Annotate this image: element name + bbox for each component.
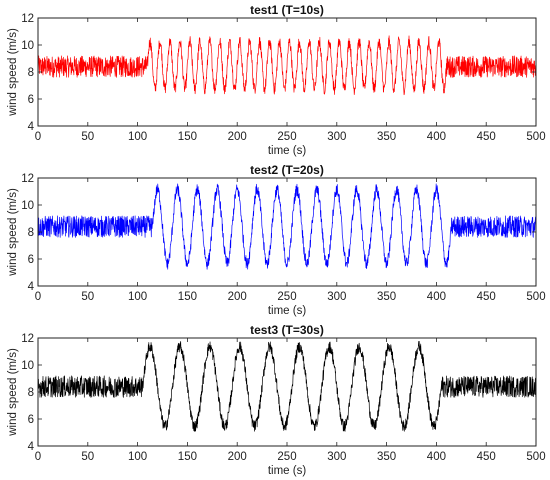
chart-title: test1 (T=10s) [250,3,324,17]
x-axis-label: time (s) [268,145,307,157]
y-tick-label: 8 [28,227,34,239]
x-tick-label: 200 [228,291,247,303]
y-tick-label: 6 [28,254,34,266]
y-tick-label: 6 [28,94,34,106]
x-tick-label: 400 [427,451,446,463]
y-axis-label: wind speed (m/s) [7,348,19,437]
x-tick-label: 500 [526,131,545,143]
y-axis-label: wind speed (m/s) [7,188,19,277]
x-tick-label: 150 [178,131,197,143]
x-tick-label: 50 [81,291,94,303]
y-tick-label: 4 [28,441,35,453]
x-tick-label: 350 [377,291,396,303]
x-tick-label: 300 [327,451,346,463]
x-tick-label: 450 [477,291,496,303]
y-tick-label: 12 [21,173,34,185]
x-tick-label: 500 [526,291,545,303]
chart-panel-1: 0 50 100 150 200 250 300 350 400 450 500 4 6 8 10 12 tes… [7,3,546,157]
chart-title: test3 (T=30s) [250,323,324,337]
y-tick-label: 8 [28,67,34,79]
series-line [37,340,537,432]
x-tick-label: 150 [178,291,197,303]
x-tick-label: 200 [228,131,247,143]
x-axis-label: time (s) [268,465,307,477]
x-tick-label: 250 [277,131,296,143]
series-line [37,183,537,270]
y-tick-label: 10 [21,360,34,372]
x-tick-label: 400 [427,291,446,303]
x-tick-label: 350 [377,131,396,143]
y-tick-label: 4 [28,121,35,133]
x-tick-label: 0 [35,451,41,463]
x-tick-label: 100 [128,451,147,463]
x-axis-label: time (s) [268,305,307,317]
chart-title: test2 (T=20s) [250,163,324,177]
x-tick-label: 100 [128,291,147,303]
series-line [37,35,537,96]
x-tick-label: 450 [477,131,496,143]
x-tick-label: 250 [277,291,296,303]
y-tick-label: 4 [28,281,35,293]
x-tick-label: 100 [128,131,147,143]
y-tick-label: 6 [28,414,34,426]
x-tick-label: 300 [327,291,346,303]
x-tick-label: 0 [35,291,41,303]
x-tick-label: 50 [81,131,94,143]
chart-panel-2: 0 50 100 150 200 250 300 350 400 450 500 4 6 8 10 12 tes… [7,163,546,317]
x-tick-label: 300 [327,131,346,143]
x-tick-label: 500 [526,451,545,463]
chart-panel-3: 0 50 100 150 200 250 300 350 400 450 500 4 6 8 10 12 tes… [7,323,546,477]
x-tick-label: 200 [228,451,247,463]
x-tick-label: 350 [377,451,396,463]
y-axis-label: wind speed (m/s) [7,28,19,117]
y-tick-label: 12 [21,13,34,25]
y-tick-label: 10 [21,200,34,212]
x-tick-label: 400 [427,131,446,143]
y-tick-label: 10 [21,40,34,52]
x-tick-label: 250 [277,451,296,463]
y-tick-label: 8 [28,387,34,399]
y-tick-label: 12 [21,333,34,345]
x-tick-label: 150 [178,451,197,463]
x-tick-label: 0 [35,131,41,143]
x-tick-label: 50 [81,451,94,463]
x-tick-label: 450 [477,451,496,463]
